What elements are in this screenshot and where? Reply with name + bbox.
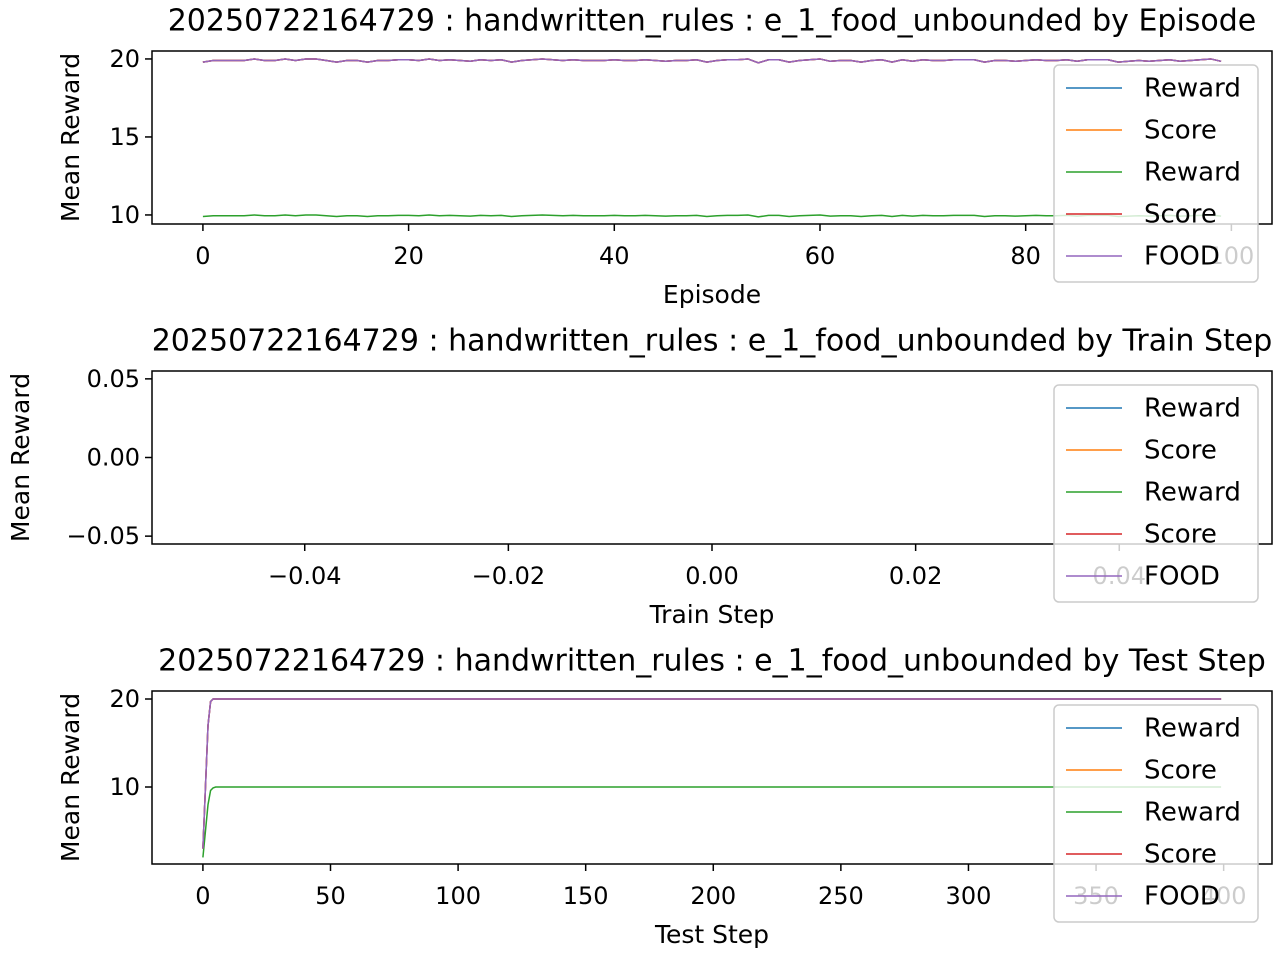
legend-label: Reward — [1144, 394, 1241, 424]
x-tick-label: 250 — [818, 882, 864, 910]
y-tick-label: 20 — [109, 685, 140, 713]
x-tick-label: 40 — [599, 242, 630, 270]
x-tick-label: 100 — [435, 882, 481, 910]
legend-label: FOOD — [1144, 562, 1220, 592]
x-tick-label: 20 — [393, 242, 424, 270]
legend-label: FOOD — [1144, 242, 1220, 272]
x-tick-label: 150 — [563, 882, 609, 910]
series-line — [202, 58, 1222, 64]
legend-label: FOOD — [1144, 882, 1220, 912]
x-axis-label: Test Step — [654, 920, 769, 949]
x-tick-label: 60 — [805, 242, 836, 270]
legend-label: Reward — [1144, 158, 1241, 188]
x-tick-label: −0.02 — [472, 562, 546, 590]
legend-box — [1053, 704, 1259, 923]
x-tick-label: 0.02 — [889, 562, 942, 590]
legend-label: Reward — [1144, 74, 1241, 104]
x-tick-label: 0 — [195, 882, 210, 910]
y-tick-label: 10 — [109, 773, 140, 801]
y-axis-label: Mean Reward — [56, 53, 85, 222]
y-tick-label: −0.05 — [66, 522, 140, 550]
legend-label: Reward — [1144, 714, 1241, 744]
y-tick-label: 10 — [109, 201, 140, 229]
x-tick-label: 200 — [690, 882, 736, 910]
legend-label: Score — [1144, 840, 1217, 870]
x-tick-label: 0 — [195, 242, 210, 270]
legend-label: Score — [1144, 436, 1217, 466]
chart-title: 20250722164729 : handwritten_rules : e_1… — [158, 644, 1266, 679]
x-tick-label: 50 — [315, 882, 346, 910]
x-tick-label: 0.00 — [685, 562, 738, 590]
y-tick-label: 0.00 — [87, 444, 140, 472]
series-line — [202, 214, 1222, 218]
legend-label: Reward — [1144, 798, 1241, 828]
chart-title: 20250722164729 : handwritten_rules : e_1… — [168, 4, 1257, 39]
y-tick-label: 15 — [109, 123, 140, 151]
legend-box — [1053, 384, 1259, 603]
y-axis-label: Mean Reward — [56, 693, 85, 862]
legend-box — [1053, 64, 1259, 283]
series-line — [202, 698, 1222, 849]
axes-frame — [151, 370, 1273, 545]
legend-label: Reward — [1144, 478, 1241, 508]
x-axis-label: Train Step — [649, 600, 775, 629]
x-tick-label: −0.04 — [268, 562, 342, 590]
x-tick-label: 80 — [1010, 242, 1041, 270]
legend-label: Score — [1144, 200, 1217, 230]
series-line — [202, 786, 1222, 858]
axes-frame — [151, 690, 1273, 865]
legend-label: Score — [1144, 116, 1217, 146]
legend-label: Score — [1144, 520, 1217, 550]
y-tick-label: 0.05 — [87, 365, 140, 393]
chart-title: 20250722164729 : handwritten_rules : e_1… — [152, 324, 1273, 359]
x-tick-label: 300 — [946, 882, 992, 910]
x-axis-label: Episode — [663, 280, 761, 309]
y-tick-label: 20 — [109, 45, 140, 73]
y-axis-label: Mean Reward — [6, 373, 35, 542]
legend-label: Score — [1144, 756, 1217, 786]
axes-frame — [151, 50, 1273, 225]
